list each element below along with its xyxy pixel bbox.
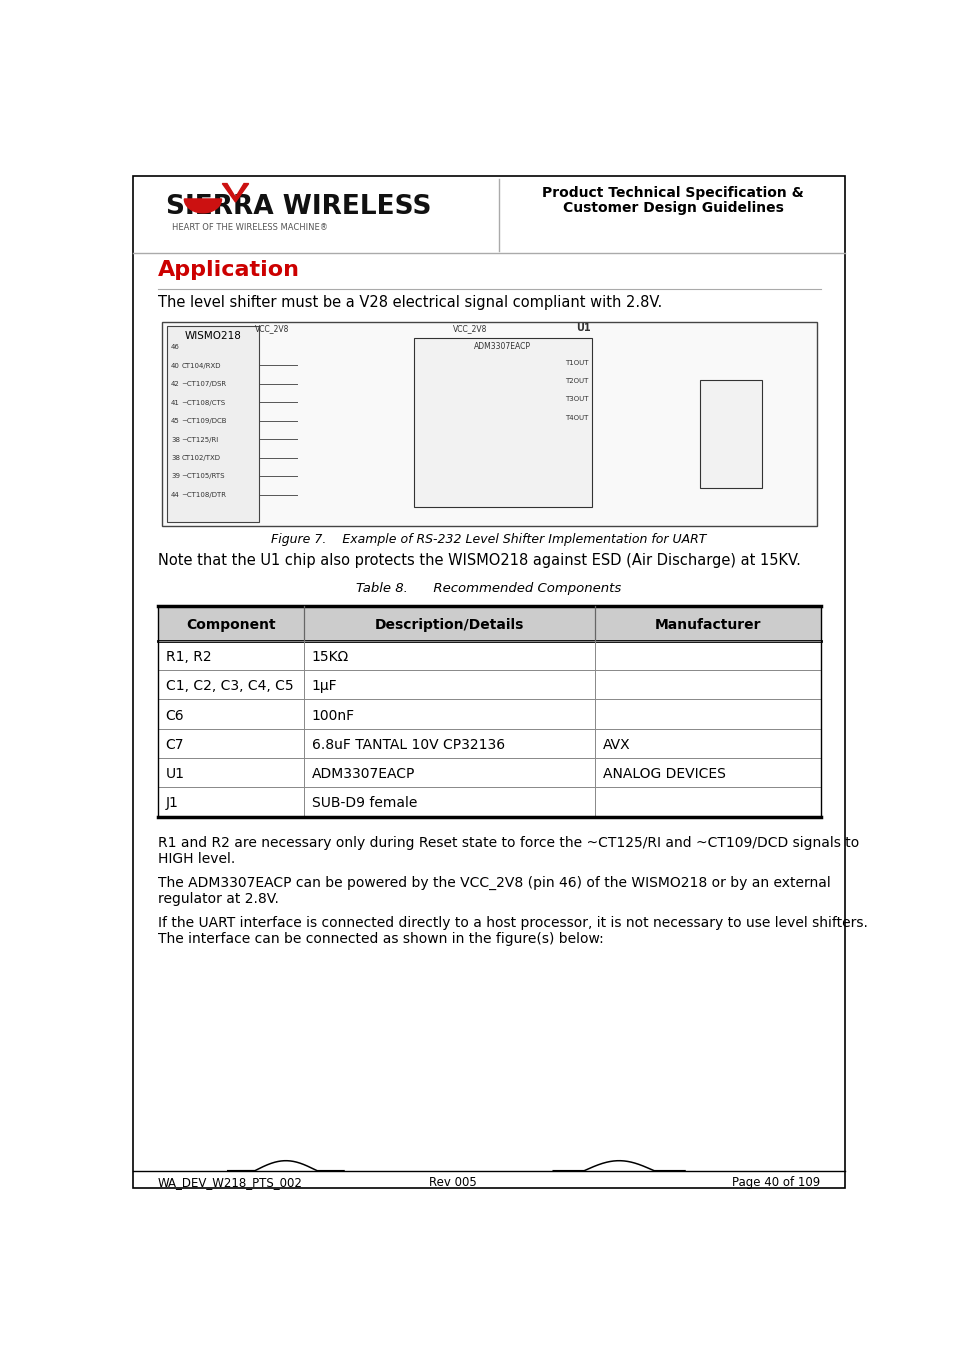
Polygon shape	[184, 198, 221, 213]
Text: C7: C7	[166, 738, 184, 752]
Text: AVX: AVX	[602, 738, 630, 752]
Text: 38: 38	[171, 436, 180, 443]
Text: The ADM3307EACP can be powered by the VCC_2V8 (pin 46) of the WISMO218 or by an : The ADM3307EACP can be powered by the VC…	[158, 876, 830, 906]
Text: C1, C2, C3, C4, C5: C1, C2, C3, C4, C5	[166, 679, 294, 694]
Text: Description/Details: Description/Details	[375, 618, 524, 632]
Text: ~CT107/DSR: ~CT107/DSR	[181, 381, 226, 387]
Text: SIERRA WIRELESS: SIERRA WIRELESS	[166, 194, 431, 220]
Text: T2OUT: T2OUT	[564, 378, 587, 383]
Text: WA_DEV_W218_PTS_002: WA_DEV_W218_PTS_002	[158, 1176, 302, 1189]
Text: Application: Application	[158, 261, 299, 279]
Bar	[162, 323, 816, 526]
Text: ~CT105/RTS: ~CT105/RTS	[181, 474, 225, 479]
Text: U1: U1	[576, 324, 591, 333]
Bar	[158, 606, 820, 641]
Text: 44: 44	[171, 491, 180, 498]
Text: Table 8.      Recommended Components: Table 8. Recommended Components	[355, 582, 621, 594]
Text: 42: 42	[171, 381, 180, 387]
Text: WISMO218: WISMO218	[184, 331, 241, 342]
Text: Product Technical Specification &: Product Technical Specification &	[542, 186, 803, 200]
Text: VCC_2V8: VCC_2V8	[254, 324, 289, 333]
Text: U1: U1	[166, 767, 185, 782]
Text: If the UART interface is connected directly to a host processor, it is not neces: If the UART interface is connected direc…	[158, 915, 867, 946]
Text: 1μF: 1μF	[312, 679, 336, 694]
Text: ~CT108/DTR: ~CT108/DTR	[181, 491, 226, 498]
Text: HEART OF THE WIRELESS MACHINE®: HEART OF THE WIRELESS MACHINE®	[172, 223, 328, 232]
Text: 15KΩ: 15KΩ	[312, 651, 349, 664]
Text: ~CT125/RI: ~CT125/RI	[181, 436, 218, 443]
Text: R1, R2: R1, R2	[166, 651, 212, 664]
Text: CT104/RXD: CT104/RXD	[181, 363, 220, 369]
Text: Figure 7.    Example of RS-232 Level Shifter Implementation for UART: Figure 7. Example of RS-232 Level Shifte…	[271, 533, 706, 547]
Text: 100nF: 100nF	[312, 709, 355, 722]
Bar	[414, 338, 592, 508]
Text: 45: 45	[171, 418, 180, 424]
Bar	[167, 325, 258, 522]
Text: T4OUT: T4OUT	[564, 414, 587, 421]
Text: Page 40 of 109: Page 40 of 109	[732, 1176, 820, 1189]
Text: T1OUT: T1OUT	[564, 359, 587, 366]
Text: 46: 46	[171, 344, 180, 350]
Polygon shape	[222, 184, 249, 202]
Text: CT102/TXD: CT102/TXD	[181, 455, 220, 460]
Text: Component: Component	[186, 618, 275, 632]
Text: SUB-D9 female: SUB-D9 female	[312, 796, 416, 810]
Text: 38: 38	[171, 455, 180, 460]
Text: Manufacturer: Manufacturer	[654, 618, 760, 632]
Text: Customer Design Guidelines: Customer Design Guidelines	[562, 201, 783, 215]
Text: ADM3307EACP: ADM3307EACP	[312, 767, 415, 782]
Text: 6.8uF TANTAL 10V CP32136: 6.8uF TANTAL 10V CP32136	[312, 738, 504, 752]
Text: J1: J1	[166, 796, 178, 810]
Text: T3OUT: T3OUT	[564, 397, 587, 402]
Text: ~CT109/DCB: ~CT109/DCB	[181, 418, 227, 424]
Text: Note that the U1 chip also protects the WISMO218 against ESD (Air Discharge) at : Note that the U1 chip also protects the …	[158, 552, 800, 568]
Text: 41: 41	[171, 400, 180, 405]
Bar	[700, 379, 761, 487]
Text: 40: 40	[171, 363, 180, 369]
Text: Rev 005: Rev 005	[428, 1176, 476, 1189]
Text: C6: C6	[166, 709, 184, 722]
Text: ADM3307EACP: ADM3307EACP	[474, 342, 531, 351]
Text: 39: 39	[171, 474, 180, 479]
Text: VCC_2V8: VCC_2V8	[452, 324, 486, 333]
Text: The level shifter must be a V28 electrical signal compliant with 2.8V.: The level shifter must be a V28 electric…	[158, 294, 661, 309]
Text: ~CT108/CTS: ~CT108/CTS	[181, 400, 225, 405]
Text: R1 and R2 are necessary only during Reset state to force the ~CT125/RI and ~CT10: R1 and R2 are necessary only during Rese…	[158, 836, 859, 865]
Text: ANALOG DEVICES: ANALOG DEVICES	[602, 767, 725, 782]
